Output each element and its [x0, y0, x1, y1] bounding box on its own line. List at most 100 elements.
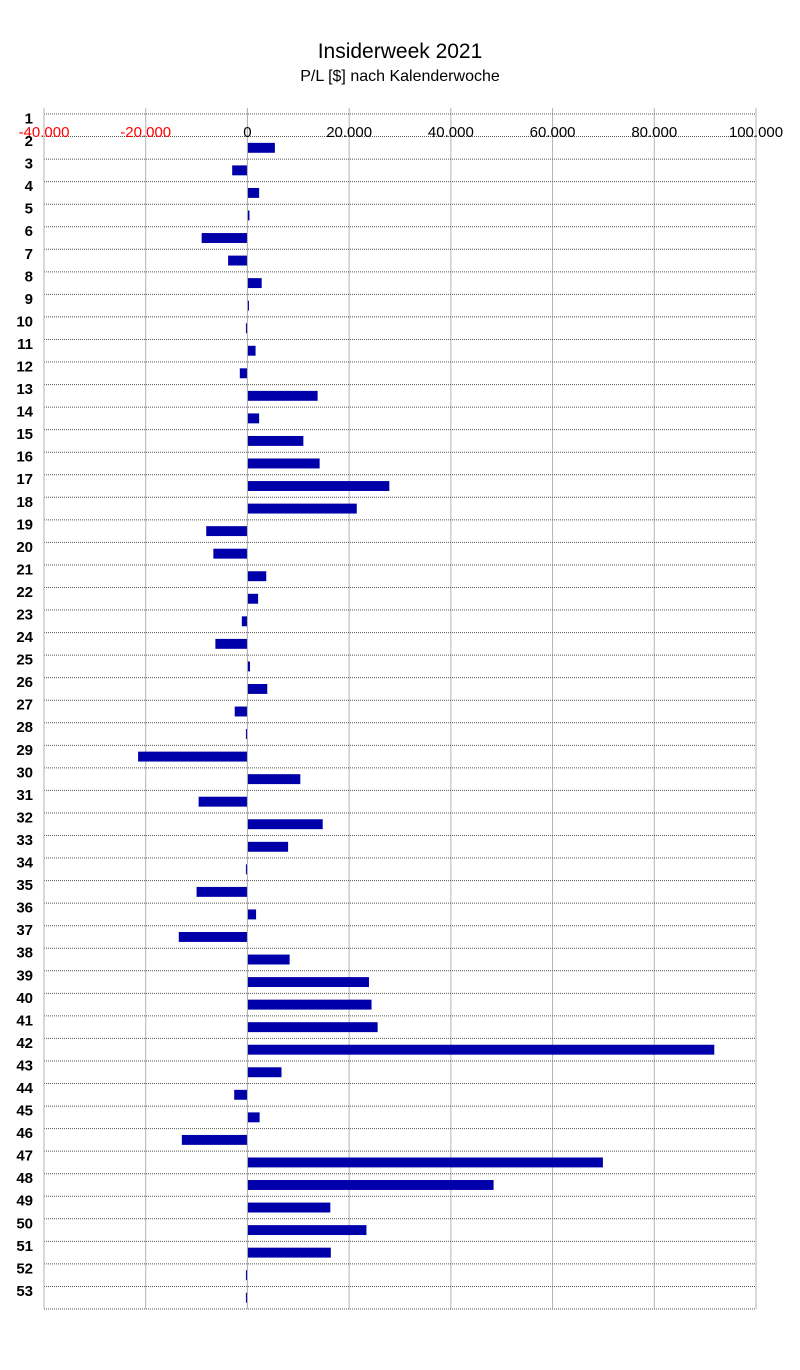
bar-week-31 — [198, 796, 248, 807]
y-tick-label: 8 — [25, 268, 33, 285]
y-tick-label: 37 — [16, 922, 33, 939]
y-tick-label: 49 — [16, 1193, 33, 1210]
x-tick-label: 80.000 — [631, 124, 677, 141]
bar-week-29 — [138, 751, 248, 762]
y-tick-label: 15 — [16, 426, 33, 443]
y-tick-label: 52 — [16, 1260, 33, 1277]
y-tick-label: 41 — [16, 1012, 33, 1029]
y-tick-label: 13 — [16, 381, 33, 398]
bar-week-21 — [247, 571, 267, 582]
bar-week-33 — [247, 841, 289, 852]
y-tick-label: 18 — [16, 494, 33, 511]
bar-week-44 — [234, 1089, 248, 1100]
bar-week-50 — [247, 1225, 367, 1236]
y-tick-label: 43 — [16, 1057, 33, 1074]
bar-week-38 — [247, 954, 290, 965]
y-tick-label: 9 — [25, 291, 33, 308]
bar-week-24 — [215, 638, 248, 649]
bar-week-7 — [228, 255, 248, 266]
y-tick-label: 16 — [16, 449, 33, 466]
x-tick-label: 100.000 — [729, 124, 783, 141]
bar-week-30 — [247, 774, 301, 785]
bar-week-40 — [247, 999, 372, 1010]
y-tick-label: 5 — [25, 201, 33, 218]
grid — [43, 108, 757, 1310]
bar-week-20 — [213, 548, 248, 559]
bar-week-9 — [247, 300, 249, 311]
bar-week-5 — [247, 210, 250, 221]
x-tick-label: 0 — [243, 124, 251, 141]
x-tick-label: -40.000 — [19, 124, 70, 141]
bar-week-32 — [247, 819, 323, 830]
y-tick-label: 4 — [25, 178, 34, 195]
bar-week-37 — [178, 932, 248, 942]
bar-week-36 — [247, 909, 257, 920]
y-tick-label: 29 — [16, 742, 33, 759]
x-tick-labels: -40.000 -20.000 0 20.000 40.000 60.000 80.000 1… — [19, 124, 784, 141]
y-tick-label: 31 — [16, 787, 33, 804]
y-tick-labels: 1234567891011121314151617181920212223242… — [16, 110, 33, 1299]
bar-week-11 — [247, 345, 256, 356]
bar-week-46 — [181, 1134, 248, 1145]
y-tick-label: 22 — [16, 584, 33, 601]
bar-week-47 — [247, 1157, 603, 1168]
bar-week-18 — [247, 503, 357, 514]
bar-week-15 — [247, 435, 304, 446]
y-tick-label: 40 — [16, 990, 33, 1007]
y-tick-label: 33 — [16, 832, 33, 849]
bar-week-2 — [247, 142, 275, 153]
bar-week-34 — [245, 864, 248, 875]
bar-week-16 — [247, 458, 320, 469]
bar-week-26 — [247, 683, 268, 694]
y-tick-label: 2 — [25, 133, 33, 150]
bar-week-48 — [247, 1180, 494, 1190]
y-tick-label: 25 — [16, 652, 33, 669]
y-tick-label: 11 — [17, 336, 33, 353]
y-tick-label: 20 — [16, 539, 33, 556]
chart-subtitle: P/L [$] nach Kalenderwoche — [300, 68, 500, 85]
y-tick-label: 46 — [16, 1125, 33, 1142]
y-tick-label: 10 — [16, 313, 33, 330]
y-tick-label: 32 — [16, 809, 33, 826]
bar-week-3 — [232, 165, 248, 176]
bar-week-14 — [247, 413, 260, 424]
bar-week-10 — [245, 323, 248, 334]
y-tick-label: 24 — [16, 629, 33, 646]
bar-week-51 — [247, 1247, 331, 1258]
y-tick-label: 34 — [16, 855, 33, 872]
bar-week-28 — [245, 729, 248, 740]
y-tick-label: 50 — [16, 1215, 33, 1232]
bar-week-42 — [247, 1044, 715, 1055]
y-tick-label: 3 — [25, 156, 33, 173]
x-tick-label: 20.000 — [326, 124, 372, 141]
y-tick-label: 23 — [16, 607, 33, 624]
x-tick-label: 60.000 — [530, 124, 576, 141]
y-tick-label: 30 — [16, 764, 33, 781]
y-tick-label: 14 — [16, 404, 33, 421]
y-tick-label: 45 — [16, 1103, 33, 1120]
y-tick-label: 12 — [16, 358, 33, 375]
x-tick-label: 40.000 — [428, 124, 474, 141]
y-tick-label: 51 — [16, 1238, 33, 1255]
y-tick-label: 7 — [25, 246, 33, 263]
axes — [43, 108, 248, 1309]
y-tick-label: 39 — [16, 967, 33, 984]
y-tick-label: 38 — [16, 945, 33, 962]
y-tick-label: 6 — [25, 223, 33, 240]
y-tick-label: 48 — [16, 1170, 33, 1187]
bar-week-41 — [247, 1022, 378, 1033]
y-tick-label: 44 — [16, 1080, 33, 1097]
bar-week-39 — [247, 977, 369, 988]
bars — [138, 142, 715, 1303]
bar-week-43 — [247, 1067, 282, 1078]
bar-week-8 — [247, 278, 262, 289]
y-tick-label: 19 — [16, 516, 33, 533]
y-tick-label: 42 — [16, 1035, 33, 1052]
y-tick-label: 53 — [16, 1283, 33, 1300]
y-tick-label: 27 — [16, 697, 33, 714]
y-tick-label: 1 — [25, 110, 33, 127]
y-tick-label: 21 — [16, 561, 33, 578]
y-tick-label: 17 — [16, 471, 33, 488]
y-tick-label: 35 — [16, 877, 33, 894]
